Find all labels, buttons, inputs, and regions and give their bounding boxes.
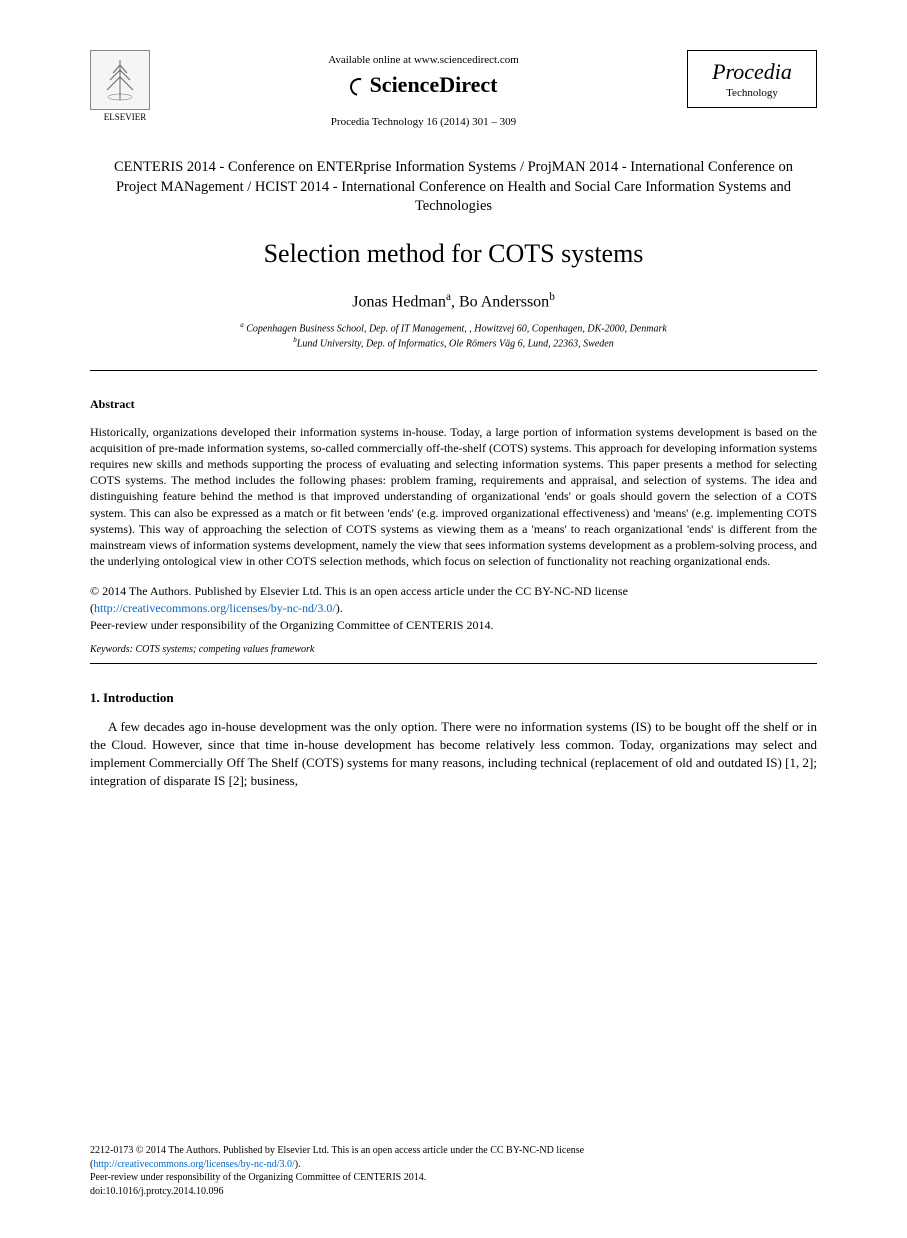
abstract-body: Historically, organizations developed th… <box>90 424 817 570</box>
footer-license-close: ). <box>295 1159 301 1170</box>
section-1-body: A few decades ago in-house development w… <box>90 718 817 791</box>
copyright-line1: © 2014 The Authors. Published by Elsevie… <box>90 584 628 598</box>
author-1: Jonas Hedman <box>352 293 446 310</box>
license-link[interactable]: http://creativecommons.org/licenses/by-n… <box>94 601 336 615</box>
affil-b-text: Lund University, Dep. of Informatics, Ol… <box>297 339 614 350</box>
affiliation-a: a Copenhagen Business School, Dep. of IT… <box>90 321 817 336</box>
header-row: ELSEVIER Available online at www.science… <box>90 50 817 128</box>
elsevier-label: ELSEVIER <box>90 112 160 122</box>
author-separator: , <box>451 293 459 310</box>
peer-review-line: Peer-review under responsibility of the … <box>90 618 493 632</box>
footer-license-link[interactable]: http://creativecommons.org/licenses/by-n… <box>93 1159 294 1170</box>
center-header: Available online at www.sciencedirect.co… <box>160 50 687 128</box>
divider-1 <box>90 370 817 371</box>
sciencedirect-logo: ScienceDirect <box>160 72 687 98</box>
keywords-text: COTS systems; competing values framework <box>133 644 314 655</box>
sciencedirect-text: ScienceDirect <box>370 72 498 97</box>
procedia-word: Procedia <box>702 59 802 85</box>
conference-name: CENTERIS 2014 - Conference on ENTERprise… <box>90 158 817 217</box>
elsevier-logo: ELSEVIER <box>90 50 160 122</box>
footer-doi: doi:10.1016/j.protcy.2014.10.096 <box>90 1186 224 1197</box>
citation-text: Procedia Technology 16 (2014) 301 – 309 <box>160 116 687 128</box>
keywords-line: Keywords: COTS systems; competing values… <box>90 644 817 655</box>
authors: Jonas Hedmana, Bo Anderssonb <box>90 291 817 311</box>
author-2: Bo Andersson <box>459 293 549 310</box>
divider-2 <box>90 663 817 664</box>
footer-peer-review: Peer-review under responsibility of the … <box>90 1172 426 1183</box>
procedia-logo: Procedia Technology <box>687 50 817 108</box>
copyright-block: © 2014 The Authors. Published by Elsevie… <box>90 583 817 633</box>
license-close: ). <box>336 601 343 615</box>
footer: 2212-0173 © 2014 The Authors. Published … <box>90 1144 817 1198</box>
footer-copyright: 2212-0173 © 2014 The Authors. Published … <box>90 1145 584 1156</box>
author-2-affil: b <box>549 291 555 303</box>
abstract-heading: Abstract <box>90 397 817 412</box>
elsevier-tree-icon <box>90 50 150 110</box>
affil-a-text: Copenhagen Business School, Dep. of IT M… <box>244 323 667 334</box>
procedia-subtitle: Technology <box>702 87 802 99</box>
paper-title: Selection method for COTS systems <box>90 239 817 269</box>
available-online-text: Available online at www.sciencedirect.co… <box>160 54 687 66</box>
section-1-heading: 1. Introduction <box>90 690 817 706</box>
sciencedirect-swoosh-icon <box>346 75 371 100</box>
affiliations: a Copenhagen Business School, Dep. of IT… <box>90 321 817 352</box>
affiliation-b: bLund University, Dep. of Informatics, O… <box>90 336 817 351</box>
page-container: ELSEVIER Available online at www.science… <box>0 0 907 831</box>
keywords-label: Keywords: <box>90 644 133 655</box>
